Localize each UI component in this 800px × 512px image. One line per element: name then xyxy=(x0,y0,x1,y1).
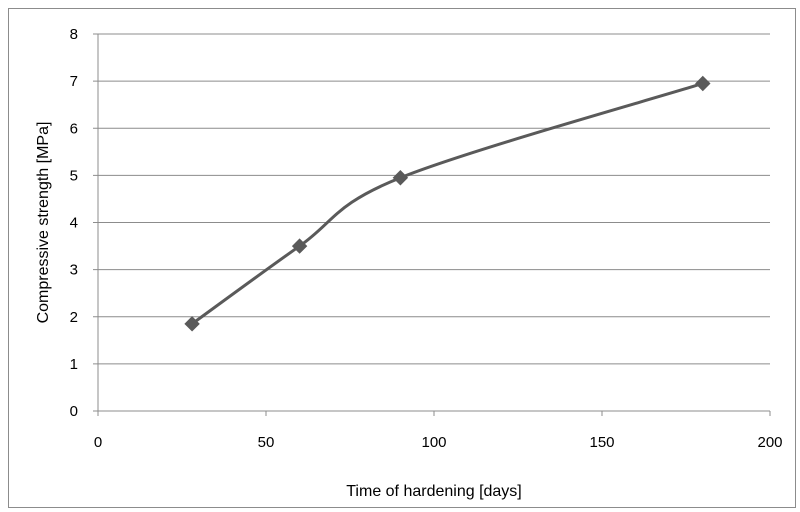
x-tick-label: 0 xyxy=(94,434,102,451)
y-tick-label: 2 xyxy=(70,309,78,326)
x-tick-label: 50 xyxy=(258,434,275,451)
y-tick-label: 7 xyxy=(70,73,78,90)
x-tick-label: 100 xyxy=(421,434,446,451)
y-tick-label: 4 xyxy=(70,215,78,232)
y-tick-label: 1 xyxy=(70,356,78,373)
y-tick-label: 6 xyxy=(70,120,78,137)
series-layer xyxy=(184,75,711,332)
chart-frame xyxy=(8,8,796,508)
y-tick-labels: 0 1 2 3 4 5 6 7 8 xyxy=(70,26,78,420)
gridlines xyxy=(98,33,770,365)
axes xyxy=(93,33,771,416)
data-point-marker xyxy=(184,316,200,332)
y-tick-label: 3 xyxy=(70,262,78,279)
x-tick-label: 200 xyxy=(757,434,782,451)
data-point-marker xyxy=(392,170,409,186)
series-line xyxy=(190,81,705,326)
x-tick-labels: 0 50 100 150 200 xyxy=(94,434,783,451)
data-point-marker xyxy=(291,238,308,254)
y-axis-title: Compressive strength [MPa] xyxy=(35,122,52,324)
y-tick-label: 8 xyxy=(70,26,78,43)
y-tick-label: 0 xyxy=(70,403,78,420)
y-tick-label: 5 xyxy=(70,167,78,184)
data-point-marker xyxy=(695,75,711,92)
x-tick-label: 150 xyxy=(589,434,614,451)
x-axis-title: Time of hardening [days] xyxy=(346,483,522,500)
